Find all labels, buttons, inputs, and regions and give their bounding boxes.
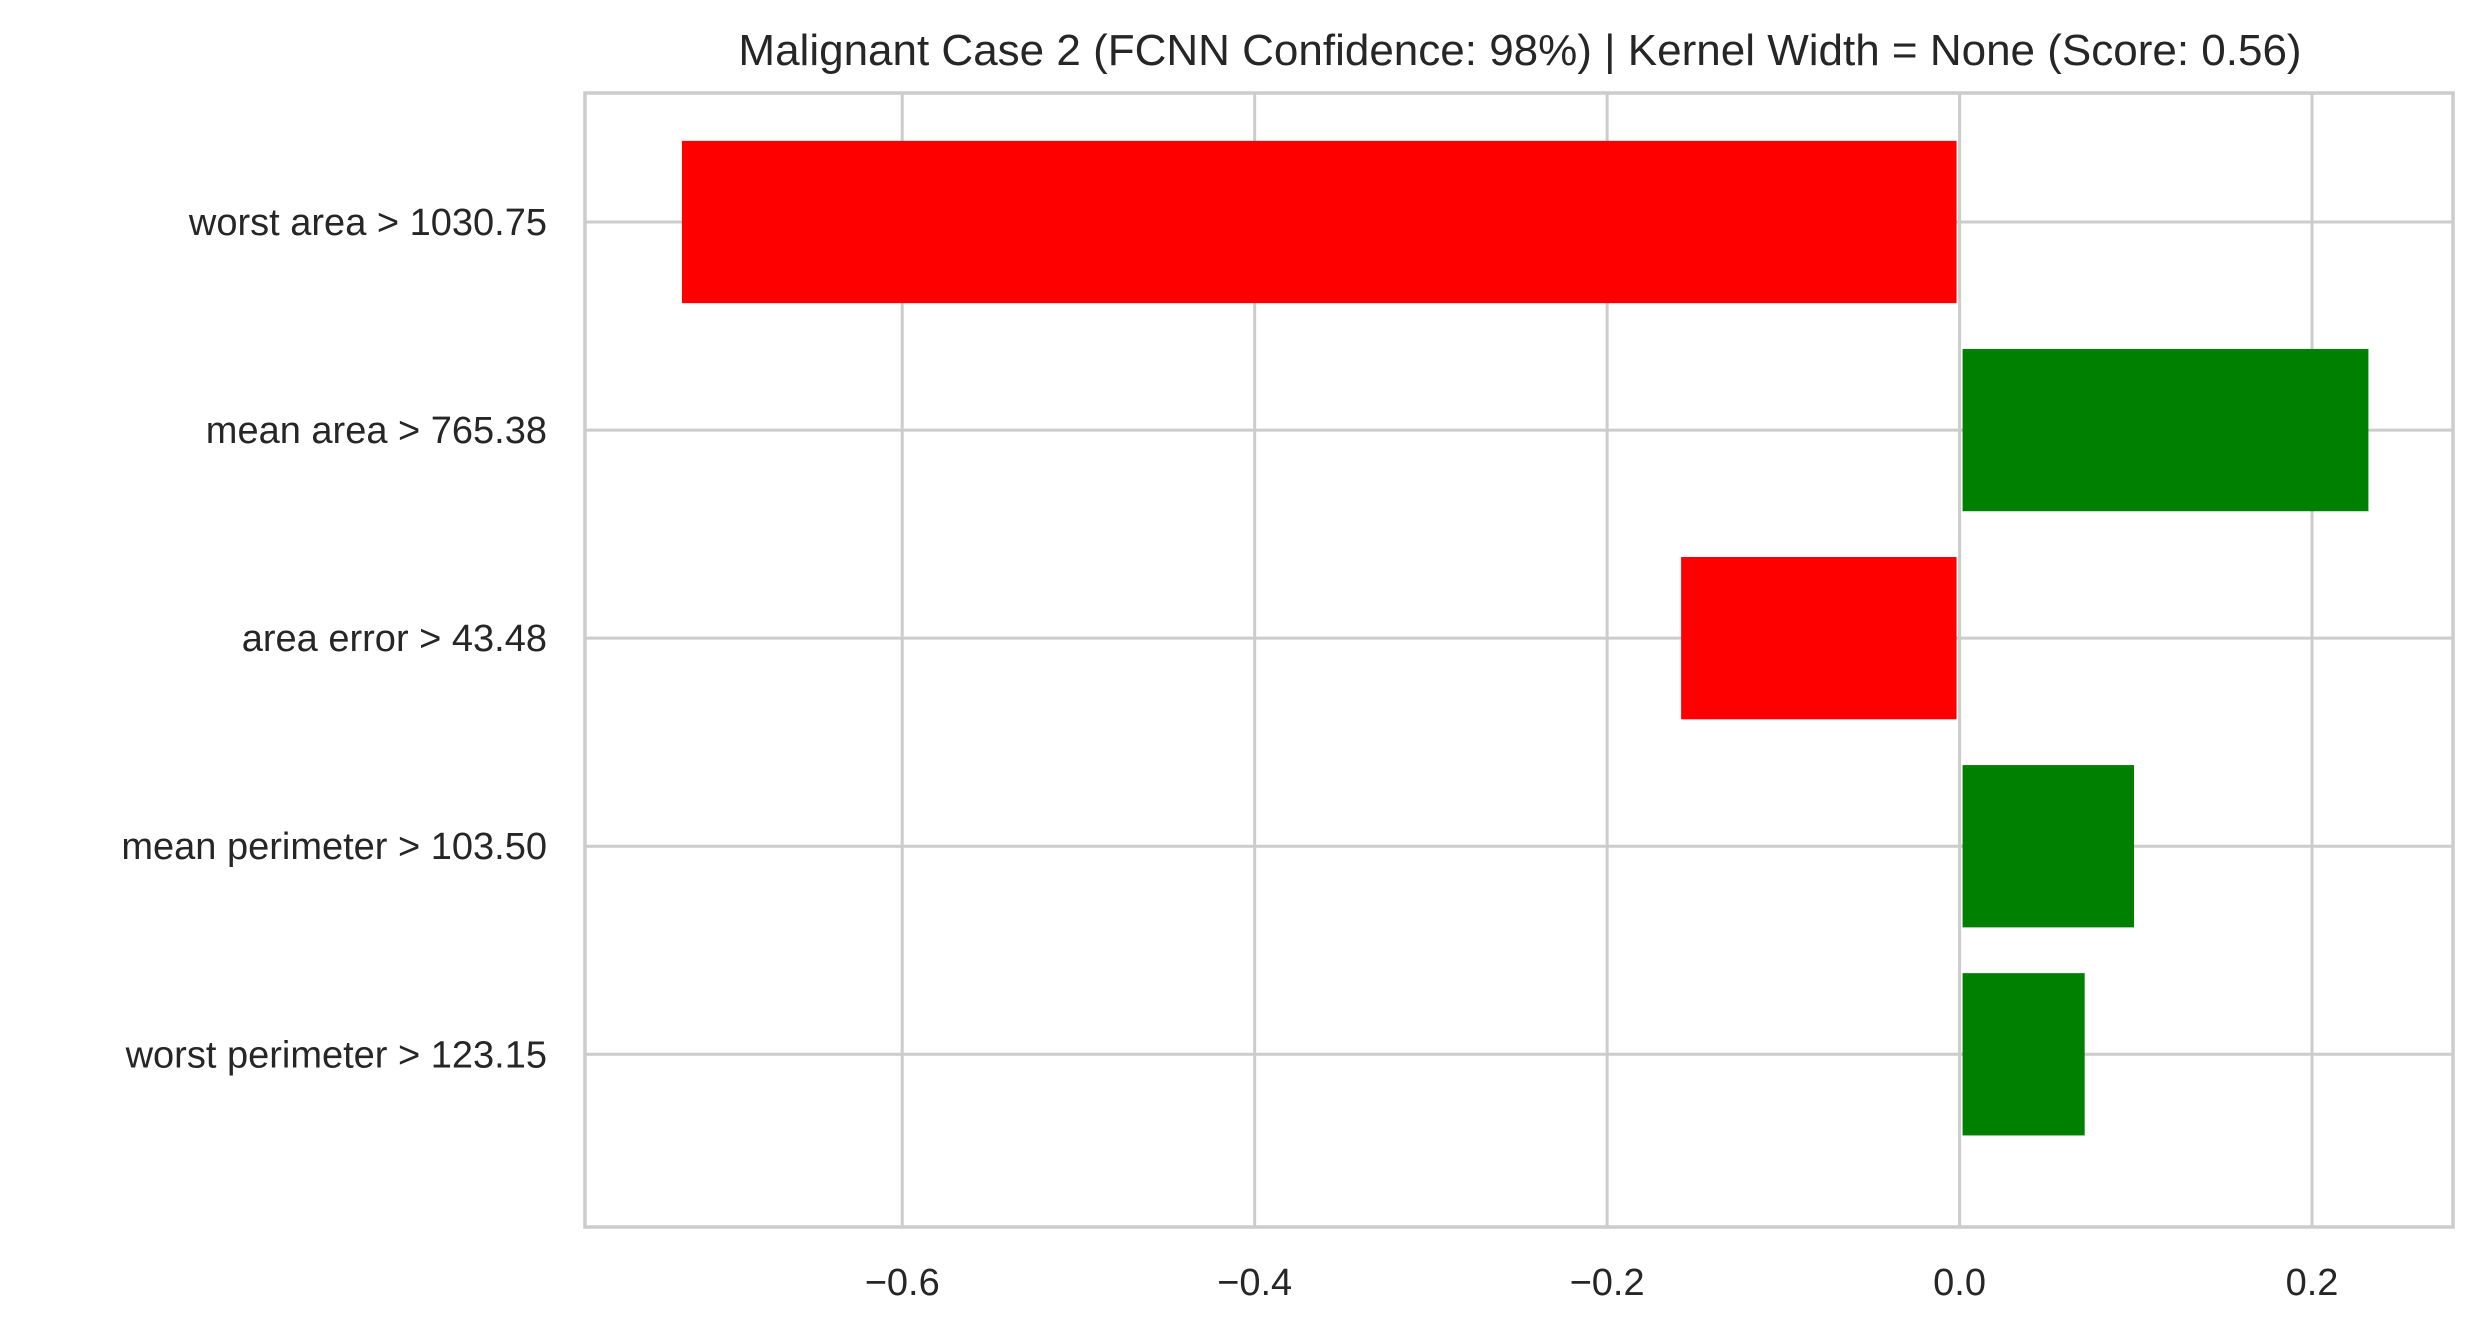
y-tick-labels: worst area > 1030.75 mean area > 765.38 ar… [121,202,547,1076]
y-tick-label: worst area > 1030.75 [188,202,547,244]
bar [681,140,1957,304]
y-tick-label: area error > 43.48 [242,618,547,660]
plot-frame [583,91,2455,1229]
bars [681,140,2369,1136]
axes-frame [583,91,2455,1229]
y-tick-label: worst perimeter > 123.15 [125,1034,547,1076]
y-tick-label: mean area > 765.38 [206,410,547,452]
x-tick-labels: −0.6 −0.4 −0.2 0.0 0.2 [865,1262,2339,1304]
y-tick-label: mean perimeter > 103.50 [121,826,547,868]
bar [1962,348,2369,512]
x-tick-label: −0.2 [1570,1262,1645,1304]
bar [1681,557,1957,720]
x-tick-label: 0.0 [1933,1262,1986,1304]
bar [1962,765,2135,928]
chart-title: Malignant Case 2 (FCNN Confidence: 98%) … [738,26,2301,75]
x-tick-label: −0.6 [865,1262,940,1304]
x-tick-label: −0.4 [1217,1262,1292,1304]
bar [1962,973,2085,1136]
x-tick-label: 0.2 [2286,1262,2339,1304]
